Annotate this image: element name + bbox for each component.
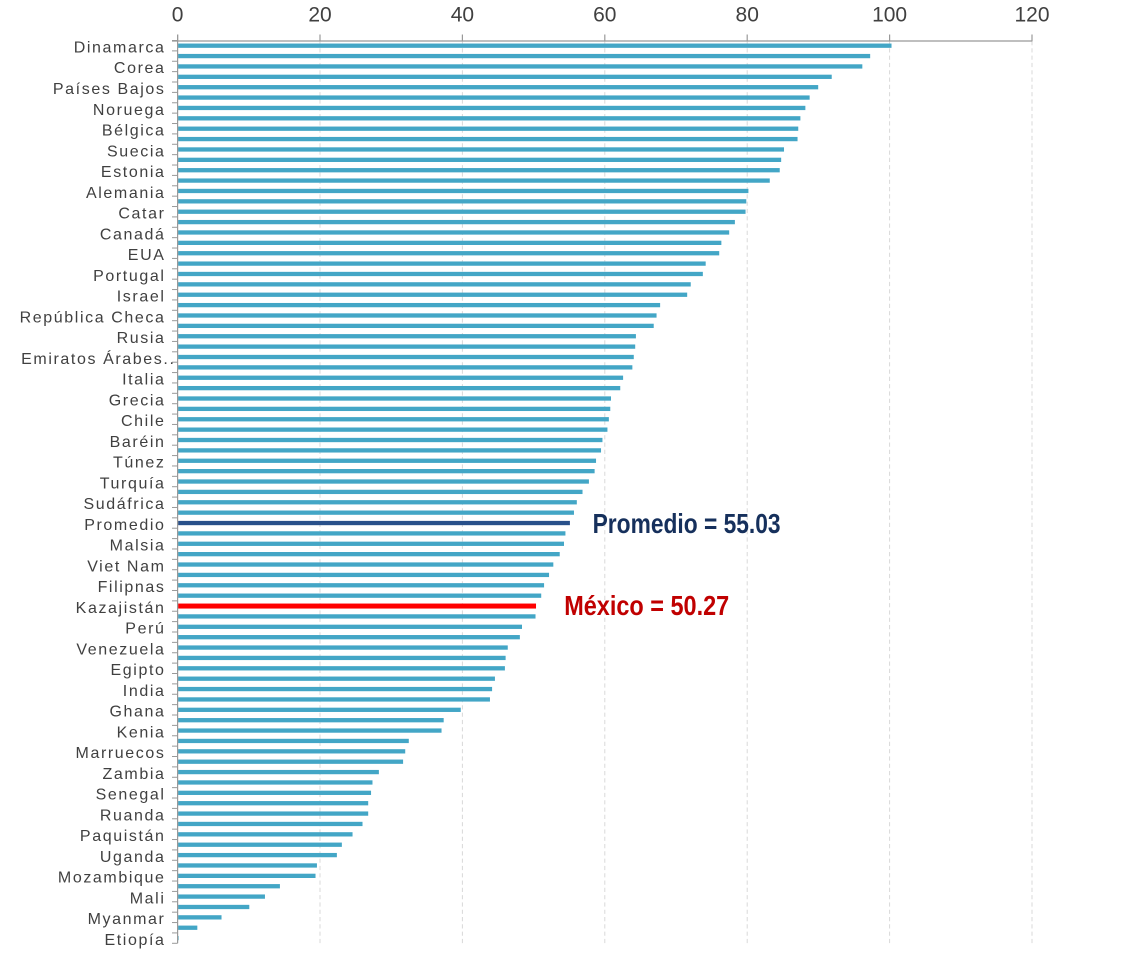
svg-text:Corea: Corea — [114, 60, 166, 77]
svg-text:120: 120 — [1014, 4, 1049, 27]
svg-text:Ruanda: Ruanda — [100, 807, 166, 824]
svg-text:Baréin: Baréin — [110, 434, 166, 451]
svg-text:Senegal: Senegal — [96, 787, 166, 804]
svg-text:Egipto: Egipto — [111, 662, 166, 679]
svg-text:80: 80 — [736, 4, 759, 27]
svg-text:Kenia: Kenia — [117, 724, 166, 741]
svg-text:0: 0 — [172, 4, 184, 27]
svg-text:Sudáfrica: Sudáfrica — [84, 496, 166, 513]
svg-text:Emiratos Árabes..: Emiratos Árabes.. — [21, 349, 175, 368]
svg-text:Italia: Italia — [122, 372, 165, 389]
svg-text:India: India — [123, 683, 166, 700]
svg-text:EUA: EUA — [128, 247, 166, 264]
svg-text:Mali: Mali — [130, 890, 166, 907]
svg-text:Alemania: Alemania — [86, 185, 166, 202]
svg-text:Kazajistán: Kazajistán — [76, 600, 166, 617]
svg-text:Perú: Perú — [125, 621, 165, 638]
svg-text:40: 40 — [451, 4, 474, 27]
svg-text:Turquía: Turquía — [100, 475, 166, 492]
svg-text:Viet Nam: Viet Nam — [87, 558, 165, 575]
svg-text:Myanmar: Myanmar — [88, 911, 166, 928]
svg-text:100: 100 — [872, 4, 907, 27]
svg-text:Venezuela: Venezuela — [76, 641, 165, 658]
svg-text:Países Bajos: Países Bajos — [53, 81, 166, 98]
svg-text:México = 50.27: México = 50.27 — [564, 590, 729, 621]
svg-text:Portugal: Portugal — [93, 268, 165, 285]
svg-text:Etiopía: Etiopía — [104, 932, 165, 949]
svg-text:Chile: Chile — [121, 413, 165, 430]
svg-text:Malsia: Malsia — [110, 538, 166, 555]
svg-text:Promedio: Promedio — [84, 517, 165, 534]
svg-text:Rusia: Rusia — [117, 330, 166, 347]
svg-text:Ghana: Ghana — [109, 704, 165, 721]
svg-text:Túnez: Túnez — [113, 455, 165, 472]
svg-text:Dinamarca: Dinamarca — [74, 39, 166, 56]
svg-text:Bélgica: Bélgica — [102, 123, 166, 140]
svg-text:20: 20 — [308, 4, 331, 27]
svg-text:Suecia: Suecia — [107, 143, 166, 160]
svg-text:Israel: Israel — [117, 289, 166, 306]
svg-text:Marruecos: Marruecos — [76, 745, 166, 762]
svg-text:Catar: Catar — [118, 206, 165, 223]
svg-text:60: 60 — [593, 4, 616, 27]
svg-text:Mozambique: Mozambique — [58, 870, 166, 887]
svg-text:Promedio = 55.03: Promedio = 55.03 — [593, 508, 781, 539]
svg-text:Estonia: Estonia — [101, 164, 166, 181]
svg-text:Zambia: Zambia — [103, 766, 166, 783]
svg-text:Uganda: Uganda — [100, 849, 166, 866]
svg-text:Filipnas: Filipnas — [98, 579, 166, 596]
svg-text:Paquistán: Paquistán — [80, 828, 166, 845]
svg-text:Noruega: Noruega — [93, 102, 166, 119]
svg-text:Canadá: Canadá — [100, 226, 166, 243]
svg-text:Grecia: Grecia — [109, 392, 166, 409]
svg-text:República Checa: República Checa — [20, 309, 166, 326]
